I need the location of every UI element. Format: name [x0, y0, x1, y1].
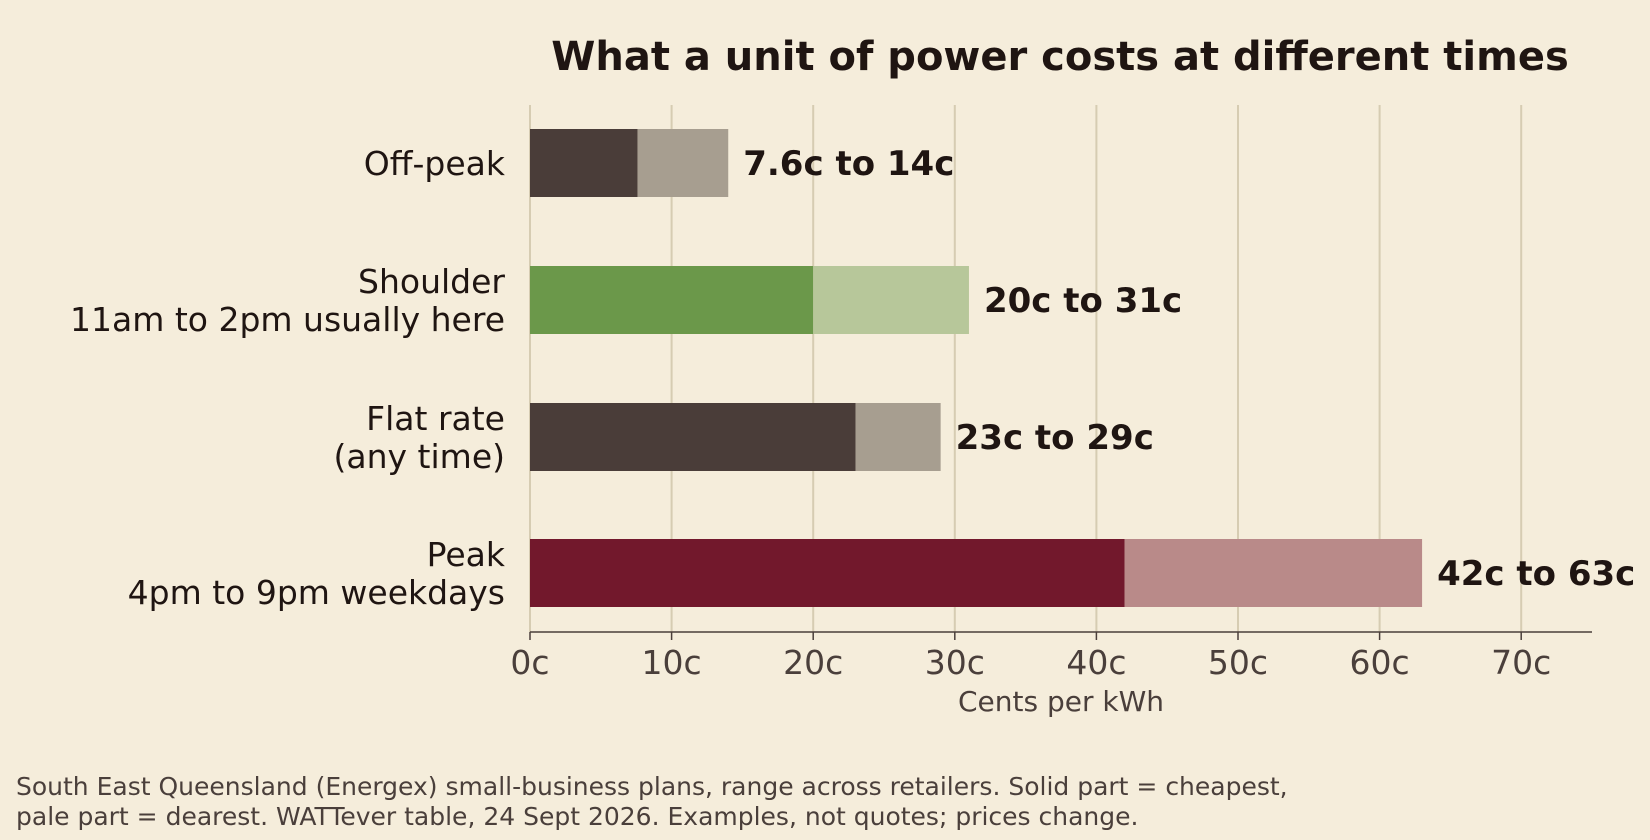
x-tick-label-30: 30c: [925, 643, 985, 682]
category-label-3-line-1: 4pm to 9pm weekdays: [128, 573, 505, 612]
bar-cheapest-0: [530, 129, 638, 197]
cost-range-bar-chart: What a unit of power costs at different …: [70, 34, 1635, 718]
bar-cheapest-1: [530, 266, 814, 334]
data-label-3: 42c to 63c: [1437, 554, 1635, 594]
data-label-2: 23c to 29c: [956, 418, 1154, 458]
bar-cheapest-2: [530, 403, 856, 471]
x-tick-label-20: 20c: [783, 643, 843, 682]
x-tick-label-40: 40c: [1066, 643, 1126, 682]
bar-dearest-2: [855, 403, 941, 471]
category-label-0-line-0: Off-peak: [364, 144, 506, 183]
x-tick-label-10: 10c: [642, 643, 702, 682]
category-label-1-line-0: Shoulder: [358, 262, 505, 301]
x-tick-label-60: 60c: [1350, 643, 1410, 682]
chart-title: What a unit of power costs at different …: [551, 34, 1569, 80]
footnote: South East Queensland (Energex) small-bu…: [16, 772, 1616, 832]
x-axis-title: Cents per kWh: [958, 685, 1164, 718]
footnote-line-1: South East Queensland (Energex) small-bu…: [16, 772, 1288, 801]
data-labels: 7.6c to 14c 20c to 31c 23c to 29c 42c to 63…: [743, 144, 1635, 594]
x-tick-label-0: 0c: [510, 643, 549, 682]
category-label-2-line-0: Flat rate: [366, 399, 505, 438]
category-label-2-line-1: (any time): [334, 437, 505, 476]
data-label-1: 20c to 31c: [984, 281, 1182, 321]
bars: [530, 129, 1423, 607]
bar-dearest-3: [1124, 539, 1423, 607]
bar-dearest-1: [813, 266, 969, 334]
bar-cheapest-3: [530, 539, 1125, 607]
footnote-line-2: pale part = dearest. WATTever table, 24 …: [16, 802, 1139, 831]
category-label-1-line-1: 11am to 2pm usually here: [70, 300, 505, 339]
data-label-0: 7.6c to 14c: [743, 144, 954, 184]
x-tick-label-50: 50c: [1208, 643, 1268, 682]
bar-dearest-0: [637, 129, 729, 197]
x-tick-label-70: 70c: [1491, 643, 1551, 682]
category-label-3-line-0: Peak: [427, 535, 506, 574]
x-axis: 0c 10c 20c 30c 40c 50c 60c 70c: [510, 631, 1592, 682]
